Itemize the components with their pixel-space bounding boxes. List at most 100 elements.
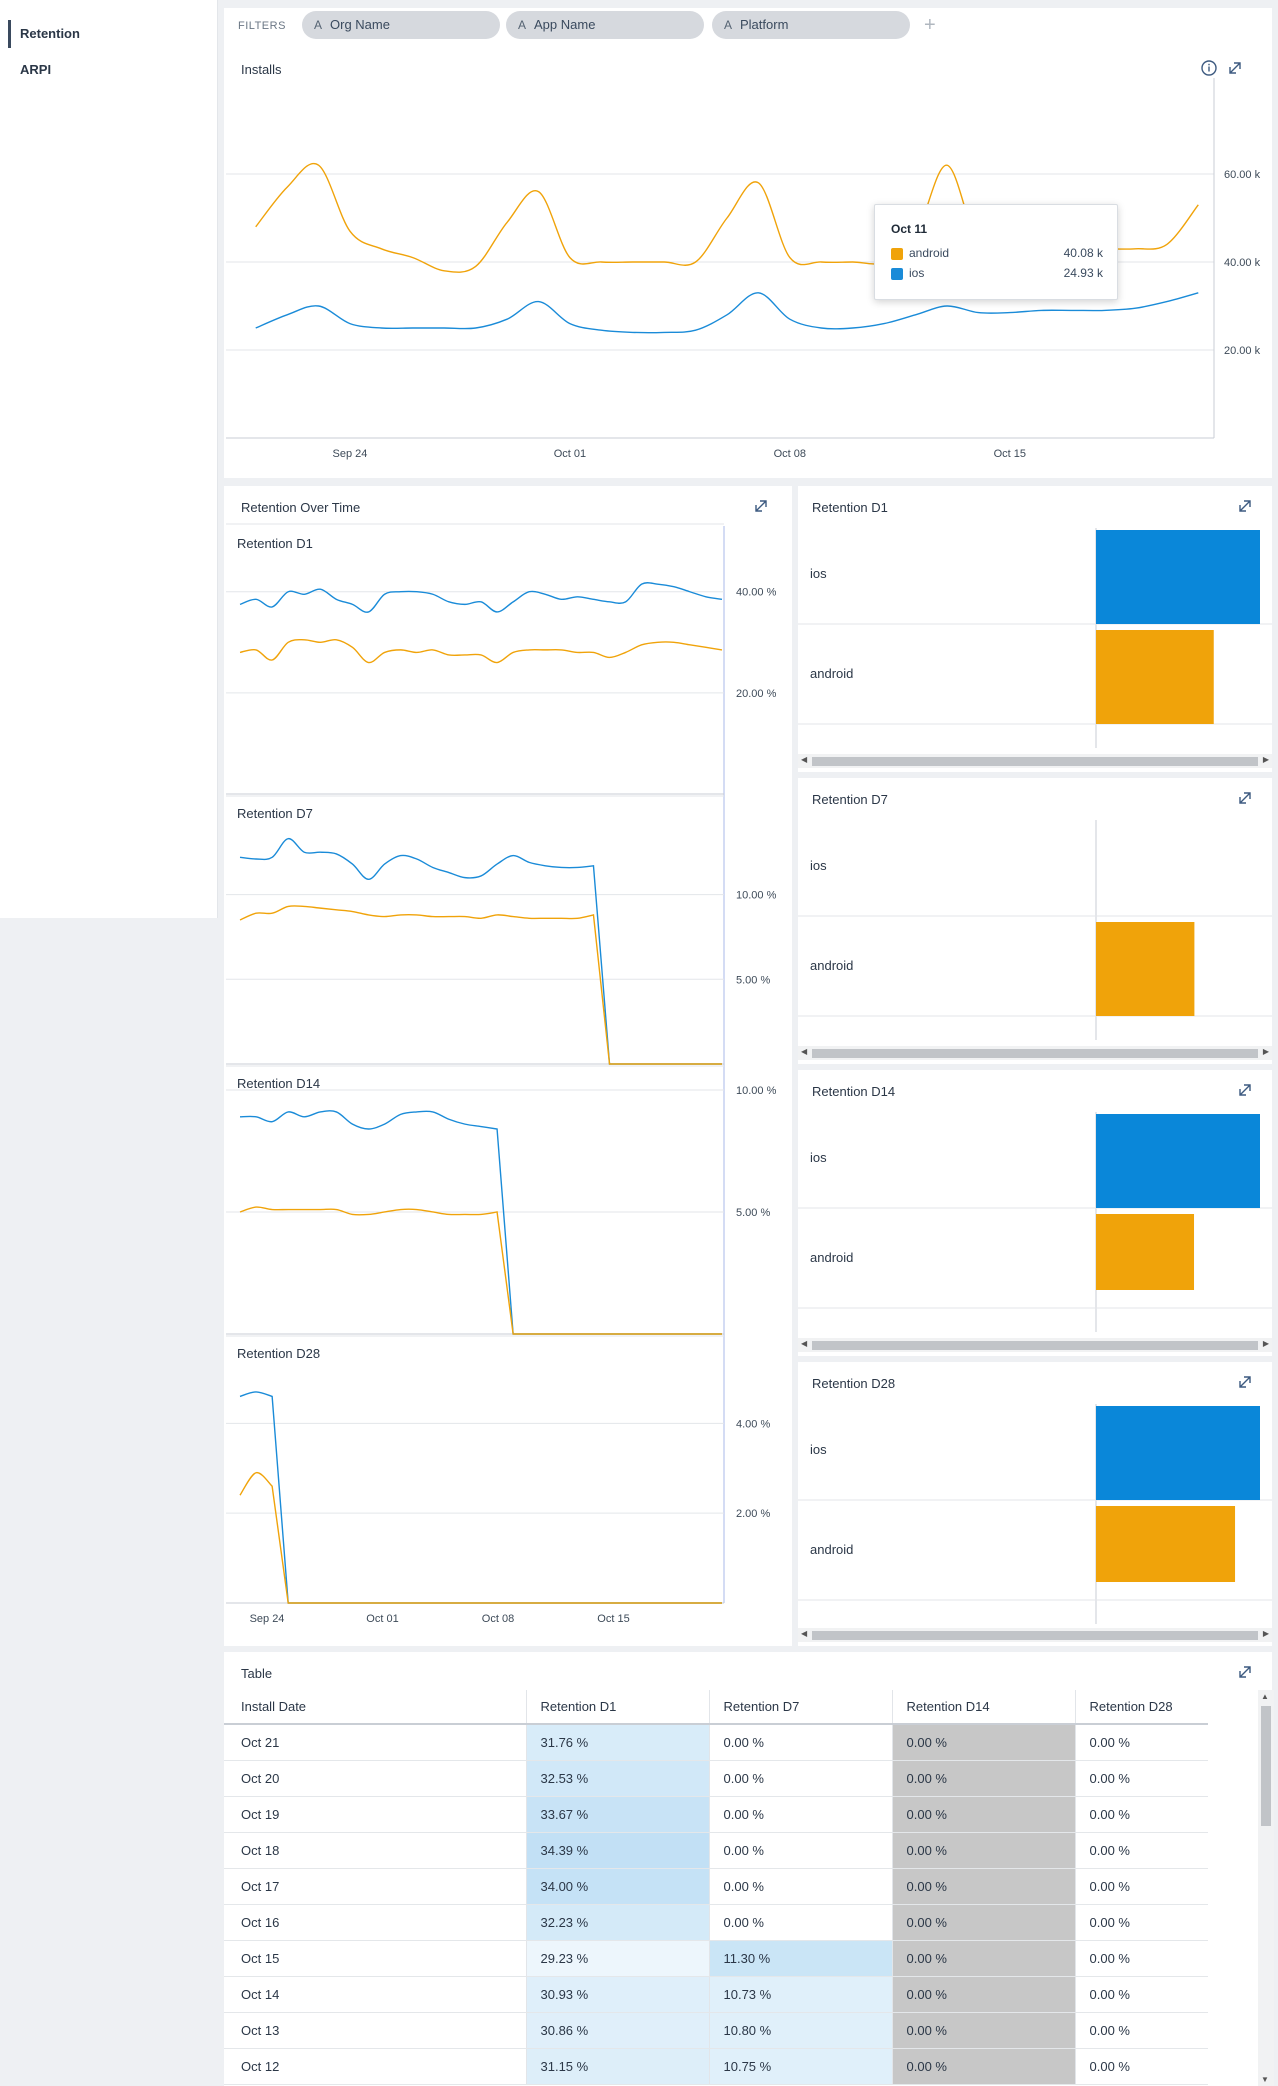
ios-series-line[interactable]: [239, 837, 722, 1065]
app-name-filter[interactable]: A App Name: [506, 11, 704, 39]
android-series-line[interactable]: [239, 1206, 722, 1335]
android-series-line[interactable]: [239, 1472, 722, 1604]
table-row[interactable]: Oct 16 32.23 % 0.00 % 0.00 % 0.00 %: [224, 1904, 1208, 1941]
retention-d28-bar-title: Retention D28: [812, 1376, 896, 1391]
cell-d14: 0.00 %: [891, 1832, 1075, 1869]
column-header[interactable]: Install Date: [224, 1690, 526, 1725]
table-row[interactable]: Oct 19 33.67 % 0.00 % 0.00 % 0.00 %: [224, 1796, 1208, 1833]
x-tick-label: Oct 08: [774, 448, 806, 460]
sidebar-item-retention[interactable]: Retention: [8, 20, 218, 48]
android-bar[interactable]: [1096, 630, 1214, 724]
expand-icon[interactable]: [1236, 1373, 1254, 1391]
cell-d1: 29.23 %: [525, 1940, 709, 1977]
y-tick-label: 20.00 k: [1224, 345, 1261, 357]
sidebar-item-arpi[interactable]: ARPI: [20, 62, 52, 77]
expand-icon[interactable]: [1236, 1081, 1254, 1099]
android-bar[interactable]: [1096, 1506, 1236, 1582]
tooltip-row-android: android 40.08 k: [891, 246, 1103, 262]
retention-table: Install Date Retention D1 Retention D7 R…: [224, 1690, 1208, 2085]
tooltip-series-name: ios: [909, 266, 925, 280]
android-series-line[interactable]: [239, 638, 723, 664]
y-tick-label: 40.00 %: [736, 587, 777, 599]
cell-d7: 11.30 %: [708, 1940, 892, 1977]
android-bar[interactable]: [1096, 922, 1195, 1016]
cell-date: Oct 13: [224, 2012, 526, 2049]
expand-icon[interactable]: [1236, 497, 1254, 515]
table-row[interactable]: Oct 13 30.86 % 10.80 % 0.00 % 0.00 %: [224, 2012, 1208, 2049]
horizontal-scrollbar[interactable]: ◀ ▶: [798, 754, 1272, 768]
cell-date: Oct 18: [224, 1832, 526, 1869]
y-tick-label: 40.00 k: [1224, 257, 1261, 269]
table-row[interactable]: Oct 20 32.53 % 0.00 % 0.00 % 0.00 %: [224, 1760, 1208, 1797]
pill-label: Org Name: [330, 17, 390, 32]
column-header[interactable]: Retention D28: [1074, 1690, 1208, 1725]
y-tick-label: 20.00 %: [736, 688, 777, 700]
table-row[interactable]: Oct 14 30.93 % 10.73 % 0.00 % 0.00 %: [224, 1976, 1208, 2013]
bar-category-label: android: [810, 958, 853, 973]
x-tick-label: Sep 24: [333, 448, 368, 460]
cell-d1: 33.67 %: [525, 1796, 709, 1833]
ios-series-line[interactable]: [255, 292, 1199, 334]
column-header[interactable]: Retention D7: [708, 1690, 892, 1725]
expand-icon[interactable]: [752, 497, 770, 515]
bar-category-label: ios: [810, 566, 827, 581]
cell-d14: 0.00 %: [891, 2012, 1075, 2049]
expand-icon[interactable]: [1226, 59, 1244, 77]
cell-d28: 0.00 %: [1074, 1796, 1208, 1833]
horizontal-scrollbar[interactable]: ◀ ▶: [798, 1046, 1272, 1060]
android-series-line[interactable]: [239, 905, 722, 1065]
bar-category-label: ios: [810, 858, 827, 873]
ios-series-line[interactable]: [239, 1110, 722, 1335]
table-row[interactable]: Oct 18 34.39 % 0.00 % 0.00 % 0.00 %: [224, 1832, 1208, 1869]
vertical-scrollbar[interactable]: ▲ ▼: [1258, 1690, 1274, 2086]
horizontal-scrollbar[interactable]: ◀ ▶: [798, 1628, 1272, 1642]
cell-date: Oct 16: [224, 1904, 526, 1941]
android-bar[interactable]: [1096, 1214, 1195, 1290]
y-tick-label: 4.00 %: [736, 1418, 770, 1430]
table-row[interactable]: Oct 21 31.76 % 0.00 % 0.00 % 0.00 %: [224, 1724, 1208, 1761]
x-tick-label: Oct 15: [994, 448, 1026, 460]
retention-over-time-title: Retention Over Time: [241, 500, 361, 515]
column-header[interactable]: Retention D14: [891, 1690, 1075, 1725]
cell-d7: 0.00 %: [708, 1904, 892, 1941]
org-name-filter[interactable]: A Org Name: [302, 11, 500, 39]
expand-icon[interactable]: [1236, 1663, 1254, 1681]
cell-d7: 10.75 %: [708, 2048, 892, 2085]
cell-date: Oct 17: [224, 1868, 526, 1905]
cell-date: Oct 15: [224, 1940, 526, 1977]
cell-d1: 30.93 %: [525, 1976, 709, 2013]
y-tick-label: 10.00 %: [736, 1085, 777, 1097]
bar-category-label: android: [810, 666, 853, 681]
cell-d7: 0.00 %: [708, 1832, 892, 1869]
ios-bar[interactable]: [1096, 1114, 1260, 1208]
retention-d7-line-title: Retention D7: [237, 806, 313, 821]
bar-category-label: ios: [810, 1442, 827, 1457]
sidebar: Retention ARPI: [0, 0, 218, 918]
cell-d1: 34.39 %: [525, 1832, 709, 1869]
table-row[interactable]: Oct 17 34.00 % 0.00 % 0.00 % 0.00 %: [224, 1868, 1208, 1905]
x-tick-label: Oct 01: [366, 1613, 398, 1625]
retention-d1-bar-title: Retention D1: [812, 500, 888, 515]
cell-d28: 0.00 %: [1074, 1868, 1208, 1905]
horizontal-scrollbar[interactable]: ◀ ▶: [798, 1338, 1272, 1352]
cell-date: Oct 19: [224, 1796, 526, 1833]
ios-bar[interactable]: [1096, 1406, 1260, 1500]
table-row[interactable]: Oct 15 29.23 % 11.30 % 0.00 % 0.00 %: [224, 1940, 1208, 1977]
cell-date: Oct 12: [224, 2048, 526, 2085]
retention-d7-bar-title: Retention D7: [812, 792, 888, 807]
column-header[interactable]: Retention D1: [525, 1690, 709, 1725]
text-type-icon: A: [724, 18, 733, 32]
table-row[interactable]: Oct 12 31.15 % 10.75 % 0.00 % 0.00 %: [224, 2048, 1208, 2085]
cell-d14: 0.00 %: [891, 1868, 1075, 1905]
expand-icon[interactable]: [1236, 789, 1254, 807]
ios-series-line[interactable]: [239, 582, 723, 613]
android-swatch: [891, 248, 903, 260]
ios-bar[interactable]: [1096, 530, 1260, 624]
platform-filter[interactable]: A Platform: [712, 11, 910, 39]
tooltip-date: Oct 11: [891, 222, 928, 236]
plus-icon[interactable]: +: [924, 14, 936, 36]
table-title: Table: [241, 1666, 273, 1681]
info-icon[interactable]: [1200, 59, 1218, 77]
cell-d28: 0.00 %: [1074, 1940, 1208, 1977]
